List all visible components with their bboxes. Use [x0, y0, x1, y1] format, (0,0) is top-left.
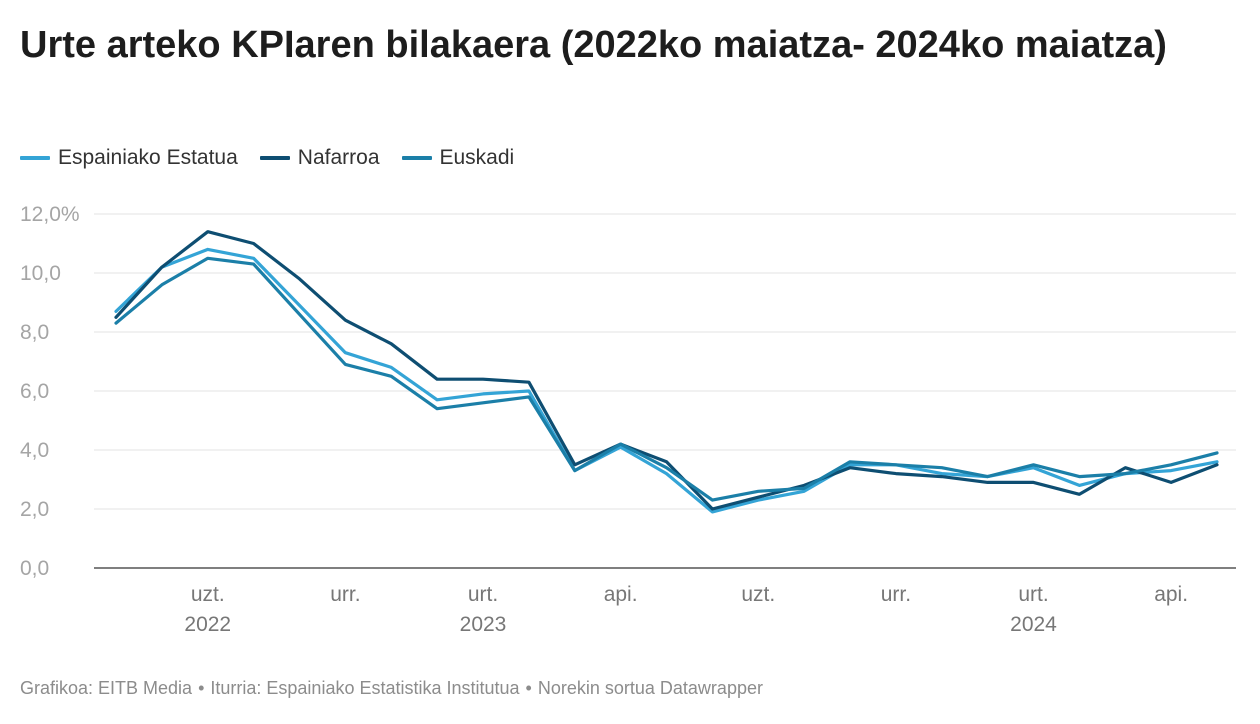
legend-swatch — [259, 156, 290, 160]
series-line — [114, 256, 1219, 502]
y-tick-label: 6,0 — [20, 380, 49, 403]
legend-label: Euskadi — [439, 146, 515, 169]
y-tick-label: 4,0 — [20, 439, 49, 462]
legend-item: Euskadi — [401, 146, 515, 170]
line-chart: 0,0 2,0 4,0 6,0 8,0 10,0 12,0% uzt. 2022 urr. urt.… — [20, 203, 1236, 636]
footer: Grafikoa: EITB Media • Iturria: Espainiako… — [20, 678, 763, 699]
x-tick-year-label: 2023 — [460, 613, 507, 636]
legend-swatch — [20, 156, 50, 160]
x-tick-label: urt. — [1018, 583, 1048, 606]
x-tick-year-label: 2022 — [184, 613, 231, 636]
x-tick-label: urr. — [330, 583, 360, 606]
y-tick-label: 8,0 — [20, 321, 49, 344]
footer-source: Iturria: Espainiako Estatistika Institut… — [210, 678, 520, 698]
x-tick-label: urr. — [881, 583, 911, 606]
y-tick-label: 12,0% — [20, 203, 80, 226]
footer-graph-credit: Grafikoa: EITB Media — [20, 678, 193, 698]
x-tick-label: api. — [604, 583, 638, 606]
x-tick-label: api. — [1154, 583, 1188, 606]
legend-item: Nafarroa — [259, 146, 380, 170]
x-tick-label: uzt. — [191, 583, 225, 606]
x-tick-year-label: 2024 — [1010, 613, 1057, 636]
series-line — [114, 230, 1219, 511]
legend-label: Nafarroa — [297, 146, 380, 169]
y-tick-label: 0,0 — [20, 557, 49, 580]
y-tick-label: 10,0 — [20, 262, 61, 285]
footer-separator: • — [198, 678, 205, 698]
footer-tool: Norekin sortua Datawrapper — [537, 678, 763, 698]
chart-title: Urte arteko KPIaren bilakaera (2022ko ma… — [20, 24, 1167, 66]
legend: Espainiako Estatua Nafarroa Euskadi — [20, 146, 536, 170]
x-tick-label: uzt. — [741, 583, 775, 606]
legend-swatch — [401, 156, 432, 160]
x-tick-label: urt. — [468, 583, 498, 606]
legend-item: Espainiako Estatua — [20, 146, 238, 170]
series-line — [114, 247, 1219, 514]
y-tick-label: 2,0 — [20, 498, 49, 521]
footer-separator: • — [525, 678, 532, 698]
legend-label: Espainiako Estatua — [58, 146, 238, 169]
